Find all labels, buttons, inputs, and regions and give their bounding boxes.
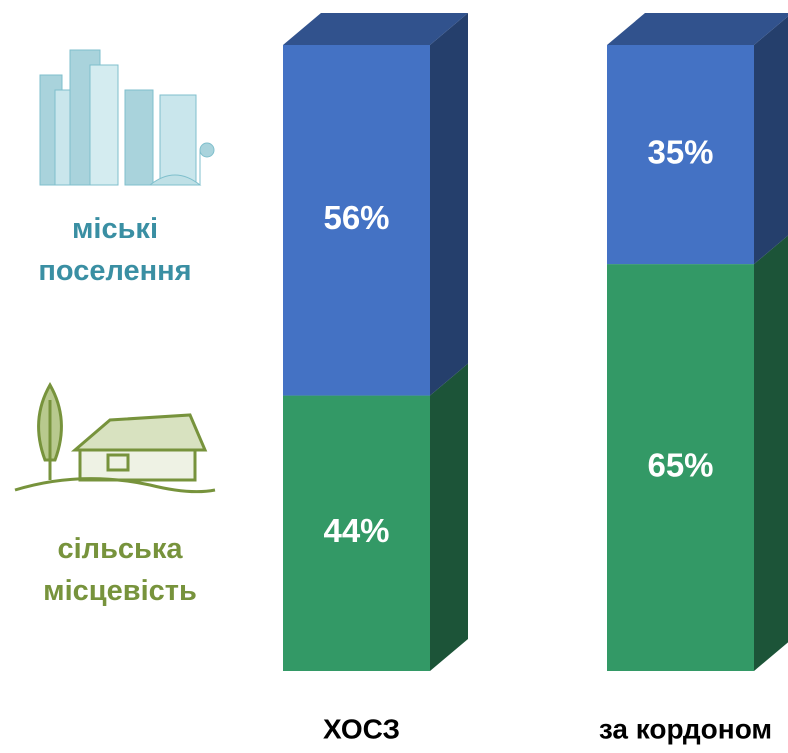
bar [607, 45, 754, 265]
value-label: 65% [647, 446, 713, 483]
bar-side [754, 16, 788, 265]
value-label: 44% [323, 512, 389, 549]
legend-label: сільська місцевість [43, 533, 197, 607]
value-label: 56% [323, 199, 389, 236]
bar [283, 395, 430, 671]
bar-side [430, 363, 468, 671]
bar-top [607, 13, 788, 45]
city-icon [39, 49, 215, 186]
bar-top [283, 13, 468, 45]
bar-side [430, 13, 468, 396]
x-tick-label: ХОСЗ [323, 713, 400, 744]
bar-side [754, 235, 788, 671]
legend-label: міські поселення [38, 213, 192, 287]
bar [283, 45, 430, 396]
bar [607, 264, 754, 671]
value-label: 35% [647, 133, 713, 170]
village-icon [14, 381, 216, 494]
x-tick-label: за кордоном [599, 713, 772, 744]
